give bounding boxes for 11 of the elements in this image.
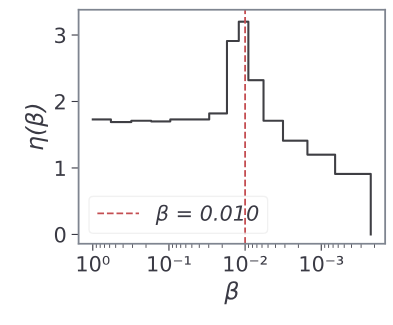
x-tick-label: 10⁻²: [224, 256, 267, 272]
x-axis-title: β: [224, 281, 238, 304]
y-tick-label: 0: [54, 226, 66, 243]
ref-line-label: β = 0.010: [156, 204, 258, 225]
y-tick-label: 2: [55, 94, 65, 110]
y-axis-title: η(β): [24, 104, 48, 150]
y-tick-label: 3: [55, 27, 66, 44]
y-tick-label: 1: [56, 160, 65, 176]
x-tick-label: 10⁻³: [300, 256, 344, 272]
x-tick-label: 10⁻¹: [148, 256, 191, 272]
x-tick-label: 10⁰: [78, 256, 110, 272]
